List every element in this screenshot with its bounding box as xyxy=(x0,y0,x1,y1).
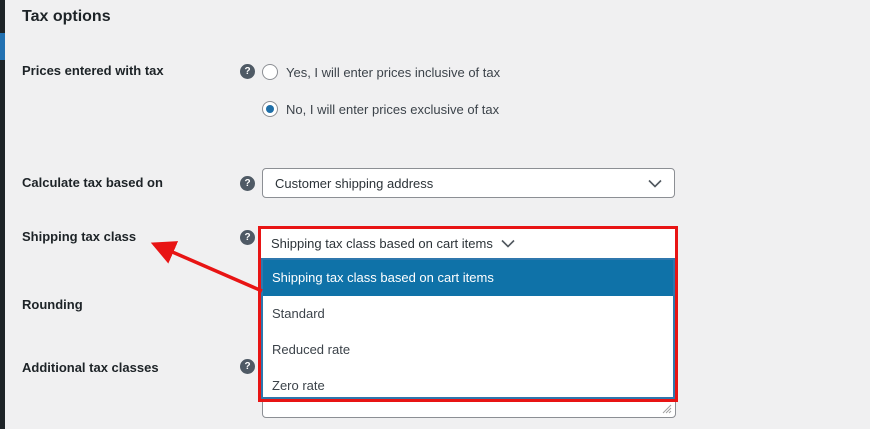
dropdown-option[interactable]: Standard xyxy=(272,306,325,321)
radio-selected-icon[interactable] xyxy=(262,101,278,117)
help-icon[interactable]: ? xyxy=(240,230,255,245)
radio-label: No, I will enter prices exclusive of tax xyxy=(286,101,500,117)
page-title: Tax options xyxy=(22,8,111,25)
admin-menu-strip xyxy=(0,0,5,429)
help-icon[interactable]: ? xyxy=(240,176,255,191)
radio-label: Yes, I will enter prices inclusive of ta… xyxy=(286,64,501,80)
dropdown-option[interactable]: Zero rate xyxy=(272,378,325,393)
select-value: Customer shipping address xyxy=(275,175,434,191)
prices-entered-label: Prices entered with tax xyxy=(22,63,164,78)
shipping-tax-class-select[interactable]: Shipping tax class based on cart items xyxy=(261,229,675,258)
shipping-tax-class-dropdown-list: Shipping tax class based on cart items S… xyxy=(261,258,675,399)
dropdown-option[interactable]: Shipping tax class based on cart items xyxy=(263,260,673,296)
additional-tax-classes-label: Additional tax classes xyxy=(22,360,159,375)
calculate-tax-label: Calculate tax based on xyxy=(22,175,163,190)
resize-handle-icon[interactable] xyxy=(661,403,672,414)
annotation-red-box: Shipping tax class based on cart items S… xyxy=(258,226,678,402)
dropdown-option[interactable]: Reduced rate xyxy=(272,342,351,357)
help-icon[interactable]: ? xyxy=(240,359,255,374)
help-icon[interactable]: ? xyxy=(240,64,255,79)
chevron-down-icon xyxy=(501,239,515,248)
radio-prices-exclusive[interactable]: No, I will enter prices exclusive of tax xyxy=(262,101,499,117)
rounding-label: Rounding xyxy=(22,297,83,312)
radio-prices-inclusive[interactable]: Yes, I will enter prices inclusive of ta… xyxy=(262,64,500,80)
radio-unselected-icon[interactable] xyxy=(262,64,278,80)
shipping-tax-class-label: Shipping tax class xyxy=(22,229,137,244)
chevron-down-icon xyxy=(648,179,662,188)
select-value: Shipping tax class based on cart items xyxy=(271,236,493,251)
calculate-tax-select[interactable]: Customer shipping address xyxy=(262,168,675,198)
admin-menu-active-indicator xyxy=(0,33,5,60)
